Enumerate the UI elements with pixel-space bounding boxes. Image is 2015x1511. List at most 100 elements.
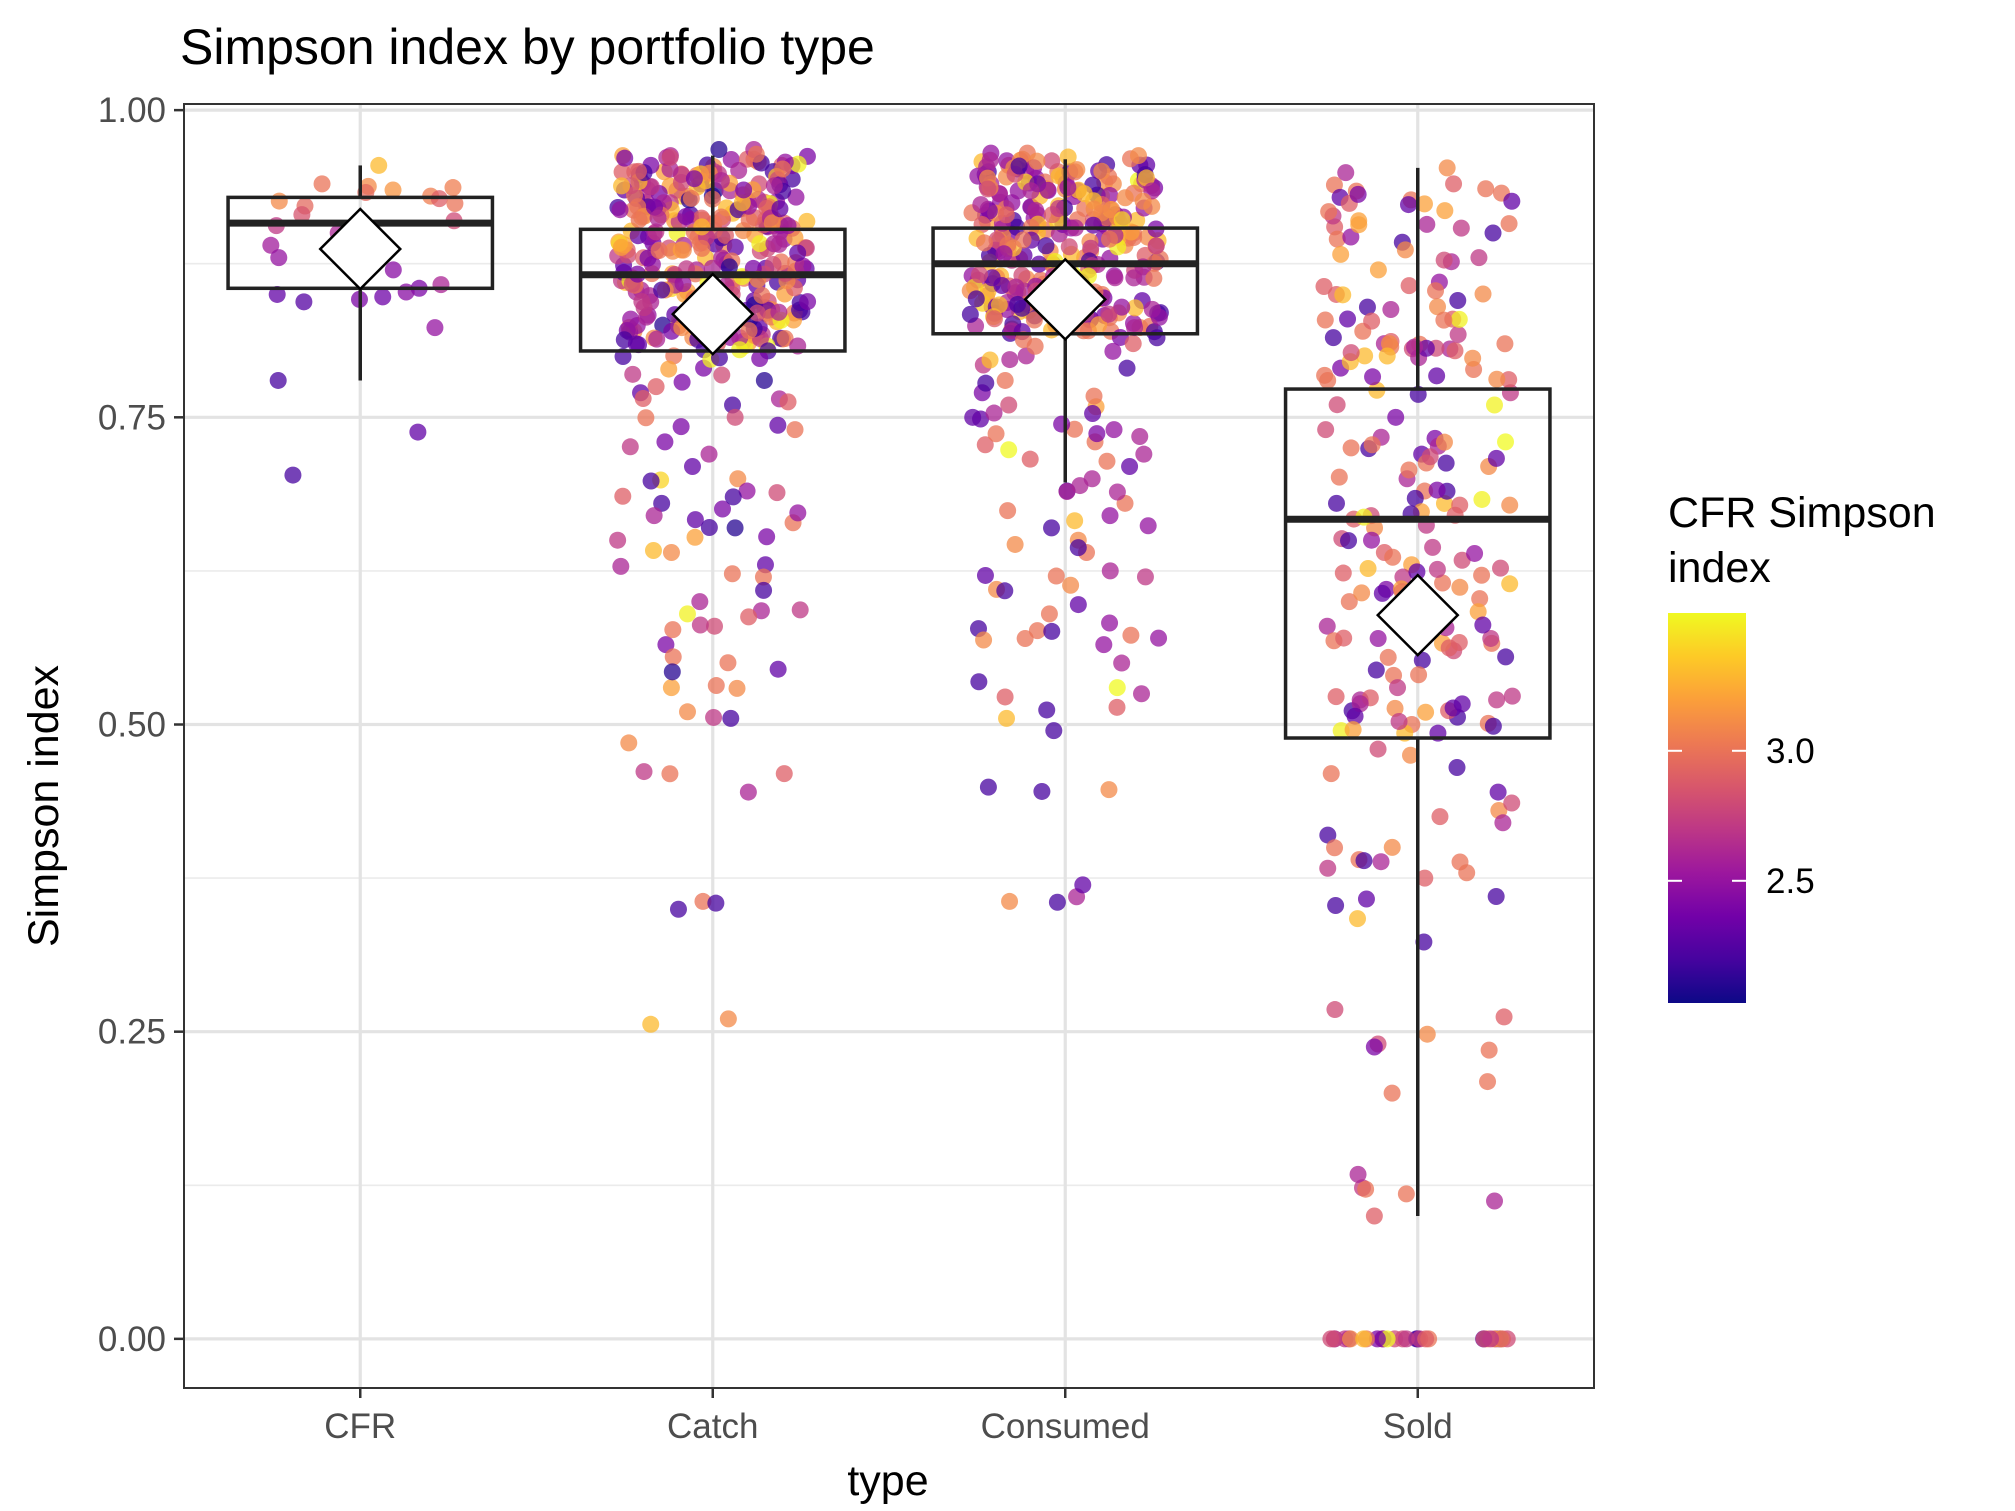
data-point xyxy=(979,180,997,198)
data-point xyxy=(685,170,703,188)
data-point xyxy=(730,161,748,179)
data-point xyxy=(1335,629,1353,647)
box-cfr xyxy=(226,165,495,381)
data-point xyxy=(1043,622,1061,640)
data-point xyxy=(1327,897,1345,915)
data-point xyxy=(1417,1330,1435,1348)
data-point xyxy=(1098,452,1116,470)
data-point xyxy=(1069,539,1087,557)
data-point xyxy=(779,217,797,235)
data-point xyxy=(789,504,807,522)
data-point xyxy=(776,329,794,347)
data-point xyxy=(1397,1330,1415,1348)
data-point xyxy=(975,631,993,649)
data-point xyxy=(997,206,1015,224)
data-point xyxy=(1344,721,1362,739)
data-point xyxy=(678,703,696,721)
data-point xyxy=(1494,1330,1512,1348)
data-point xyxy=(657,636,675,654)
data-point xyxy=(1093,162,1111,180)
data-point xyxy=(1383,1084,1401,1102)
data-point xyxy=(674,241,692,259)
data-point xyxy=(1101,507,1119,525)
data-point xyxy=(1319,859,1337,877)
iqr-box xyxy=(1283,387,1552,740)
data-point xyxy=(1359,560,1377,578)
colorbar xyxy=(1668,613,1746,1003)
colorbar-legend: CFR Simpson index 3.0 2.5 xyxy=(1668,489,1936,1003)
data-point xyxy=(624,365,642,383)
data-point xyxy=(1379,648,1397,666)
data-point xyxy=(1369,740,1387,758)
data-point xyxy=(1341,1330,1359,1348)
data-point xyxy=(764,256,782,274)
data-point xyxy=(1503,192,1521,210)
data-point xyxy=(740,211,758,229)
data-point xyxy=(755,581,773,599)
data-point xyxy=(1486,1192,1504,1210)
data-point xyxy=(661,765,679,783)
data-point xyxy=(1101,562,1119,580)
data-point xyxy=(1349,910,1367,928)
data-point xyxy=(672,418,690,436)
box-layer xyxy=(226,155,1552,1216)
data-point xyxy=(1322,765,1340,783)
data-point xyxy=(694,892,712,910)
data-point xyxy=(1446,342,1464,360)
data-point xyxy=(747,145,765,163)
data-point xyxy=(1334,286,1352,304)
data-point xyxy=(1406,489,1424,507)
data-point xyxy=(710,140,728,158)
data-point xyxy=(1428,481,1446,499)
data-point xyxy=(967,290,985,308)
data-point xyxy=(612,238,630,256)
data-point xyxy=(1108,698,1126,716)
data-point xyxy=(1357,890,1375,908)
data-point xyxy=(771,200,789,218)
data-point xyxy=(1418,215,1436,233)
data-point xyxy=(661,148,679,166)
data-point xyxy=(1500,371,1518,389)
data-point xyxy=(662,679,680,697)
data-point xyxy=(1484,717,1502,735)
legend-title-line2: index xyxy=(1668,544,1771,592)
data-point xyxy=(972,196,990,214)
data-point xyxy=(739,783,757,801)
data-point xyxy=(1106,269,1124,287)
data-point xyxy=(1415,195,1433,213)
data-point xyxy=(1001,892,1019,910)
data-point xyxy=(1408,563,1426,581)
data-point xyxy=(1327,688,1345,706)
data-point xyxy=(270,249,288,267)
data-point xyxy=(678,605,696,623)
data-point xyxy=(789,244,807,262)
data-point xyxy=(1315,277,1333,295)
data-point xyxy=(724,488,742,506)
data-point xyxy=(656,433,674,451)
data-point xyxy=(620,734,638,752)
data-point xyxy=(1327,494,1345,512)
data-point xyxy=(1429,298,1447,316)
data-point xyxy=(1450,633,1468,651)
data-point xyxy=(700,445,718,463)
data-point xyxy=(621,438,639,456)
data-point xyxy=(1399,196,1417,214)
data-point xyxy=(683,457,701,475)
data-point xyxy=(1340,593,1358,611)
mean-diamond xyxy=(1375,573,1460,657)
data-point xyxy=(627,335,645,353)
data-point xyxy=(1014,231,1032,249)
chart-title: Simpson index by portfolio type xyxy=(180,19,875,75)
data-point xyxy=(1033,782,1051,800)
data-point xyxy=(1488,691,1506,709)
colorbar-label: 3.0 xyxy=(1766,732,1815,771)
mean-diamond xyxy=(1023,257,1108,342)
data-point xyxy=(1118,359,1136,377)
data-point xyxy=(1082,239,1100,257)
data-point xyxy=(1316,366,1334,384)
data-point xyxy=(1386,699,1404,717)
data-point xyxy=(1318,617,1336,635)
data-point xyxy=(1387,408,1405,426)
data-point xyxy=(1436,202,1454,220)
data-point xyxy=(630,211,648,229)
